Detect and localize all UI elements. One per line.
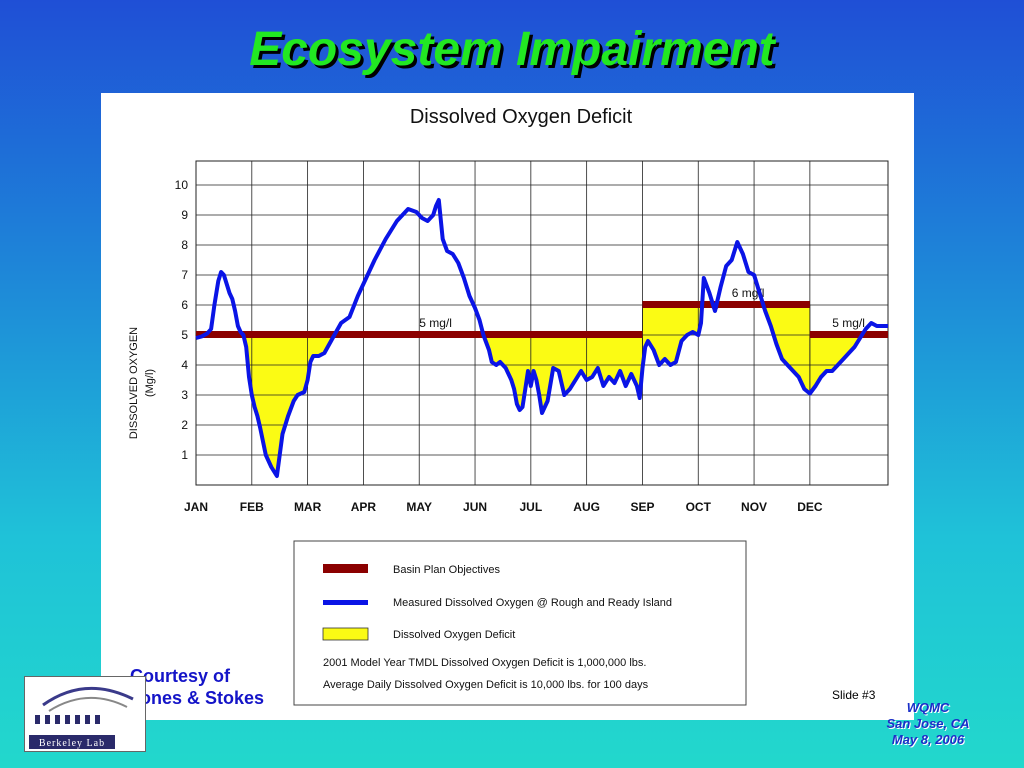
legend-note-2: Average Daily Dissolved Oxygen Deficit i… <box>323 679 649 691</box>
x-tick-label-oct: OCT <box>686 500 712 514</box>
logo-text: Berkeley Lab <box>39 738 105 749</box>
objective-layer: 5 mg/l 6 mg/l 5 mg/l <box>196 286 888 338</box>
objective-label-1: 5 mg/l <box>419 316 452 330</box>
x-tick-label-may: MAY <box>406 500 432 514</box>
objective-label-2: 6 mg/l <box>732 286 765 300</box>
slide-number: Slide #3 <box>832 688 876 702</box>
y-tick-label-10: 10 <box>175 178 189 192</box>
x-tick-label-nov: NOV <box>741 500 767 514</box>
y-tick-label-2: 2 <box>181 418 188 432</box>
footer-org: WQMC <box>906 700 950 715</box>
deficit-area-layer <box>195 304 888 478</box>
x-tick-label-mar: MAR <box>294 500 322 514</box>
deficit-area-2 <box>642 304 811 395</box>
legend-measured-swatch <box>323 600 368 605</box>
legend-objectives-label: Basin Plan Objectives <box>393 564 500 576</box>
footer-date: May 8, 2006 <box>891 732 965 747</box>
y-tick-label-1: 1 <box>181 448 188 462</box>
y-tick-label-6: 6 <box>181 298 188 312</box>
y-tick-label-4: 4 <box>181 358 188 372</box>
legend-objectives-swatch <box>323 564 368 573</box>
x-tick-label-sep: SEP <box>630 500 654 514</box>
legend-deficit-label: Dissolved Oxygen Deficit <box>393 629 515 641</box>
berkeley-lab-logo-graphic: Berkeley Lab <box>29 686 134 749</box>
x-tick-label-apr: APR <box>351 500 377 514</box>
objective-bar-1 <box>196 331 643 338</box>
y-axis-label-line2: (Mg/l) <box>144 369 156 397</box>
objective-bar-3 <box>809 331 888 338</box>
plot-frame <box>195 160 889 486</box>
x-tick-label-jul: JUL <box>520 500 543 514</box>
courtesy-credit: Courtesy of Jones & Stokes <box>130 665 290 709</box>
objective-bar-2 <box>642 301 810 308</box>
chart-title: Dissolved Oxygen Deficit <box>410 106 633 128</box>
footer-location: San Jose, CA <box>886 716 970 731</box>
measured-oxygen-line <box>195 198 888 478</box>
berkeley-lab-logo: Berkeley Lab <box>24 676 146 752</box>
objective-label-3: 5 mg/l <box>832 316 865 330</box>
y-axis-label-line1: DISSOLVED OXYGEN <box>128 327 140 439</box>
dissolved-oxygen-chart: Dissolved Oxygen Deficit 5 mg/l6 mg/l5 m… <box>128 106 889 706</box>
courtesy-line-1: Courtesy of <box>130 666 231 686</box>
slide-title: Ecosystem Impairment <box>249 23 775 76</box>
courtesy-line-2: Jones & Stokes <box>130 688 265 708</box>
y-tick-label-8: 8 <box>181 238 188 252</box>
x-tick-label-aug: AUG <box>573 500 600 514</box>
legend-note-1: 2001 Model Year TMDL Dissolved Oxygen De… <box>323 657 646 669</box>
x-tick-label-jun: JUN <box>463 500 487 514</box>
deficit-area-3 <box>809 334 888 395</box>
legend-deficit-swatch <box>322 627 369 641</box>
x-tick-label-dec: DEC <box>797 500 823 514</box>
series-layer <box>195 198 888 478</box>
y-tick-label-3: 3 <box>181 388 188 402</box>
chart-panel: Dissolved Oxygen Deficit 5 mg/l 6 mg/l 5 m… <box>101 93 914 720</box>
grid-layer <box>195 160 889 486</box>
legend-box <box>293 540 747 706</box>
legend: Basin Plan Objectives Measured Dissolved… <box>293 540 747 706</box>
y-tick-label-5: 5 <box>181 328 188 342</box>
x-tick-label-feb: FEB <box>240 500 264 514</box>
y-tick-label-9: 9 <box>181 208 188 222</box>
axis-layer: 1 2 3 4 5 6 7 8 9 10 JAN FEB MAR APR MAY JUN JUL AUG SEP OC… <box>175 178 823 514</box>
legend-measured-label: Measured Dissolved Oxygen @ Rough and Re… <box>393 597 672 609</box>
footer-info: WQMC San Jose, CA May 8, 2006 <box>868 700 988 748</box>
x-tick-label-jan: JAN <box>184 500 208 514</box>
y-tick-label-7: 7 <box>181 268 188 282</box>
